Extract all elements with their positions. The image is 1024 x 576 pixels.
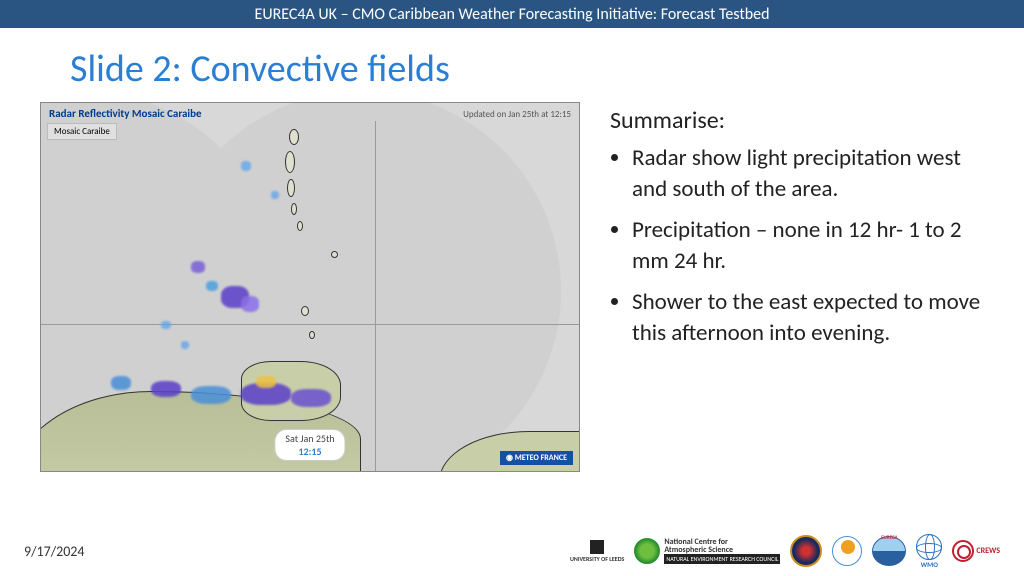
meteo-france-logo: ◉ METEO FRANCE xyxy=(500,451,573,465)
summary-heading: Summarise: xyxy=(610,106,984,135)
island xyxy=(291,203,297,215)
precip-patch xyxy=(206,281,218,291)
logo-eureca xyxy=(872,536,906,566)
logo-strip: UNIVERSITY OF LEEDS National Centre for … xyxy=(570,534,1000,569)
wmo-globe-icon xyxy=(916,534,942,560)
timestamp-date: Sat Jan 25th xyxy=(285,432,334,445)
precip-patch xyxy=(191,261,205,273)
crosshair-vertical xyxy=(375,121,376,471)
ncas-icon xyxy=(634,538,660,564)
content-area: Radar Reflectivity Mosaic Caraibe Mosaic… xyxy=(0,102,1024,472)
radar-timestamp: Sat Jan 25th 12:15 xyxy=(274,429,345,461)
logo-leeds: UNIVERSITY OF LEEDS xyxy=(570,540,624,563)
header-bar: EUREC4A UK – CMO Caribbean Weather Forec… xyxy=(0,0,1024,28)
logo-cmo xyxy=(790,535,822,567)
slide-title: Slide 2: Convective fields xyxy=(0,28,1024,102)
precip-patch xyxy=(241,161,251,171)
precip-patch xyxy=(191,386,231,404)
radar-title: Radar Reflectivity Mosaic Caraibe xyxy=(49,107,202,120)
logo-ncas: National Centre for Atmospheric Science … xyxy=(634,538,780,564)
logo-crews: CREWS xyxy=(952,540,1000,562)
precip-patch xyxy=(111,376,131,390)
footer-date: 9/17/2024 xyxy=(24,543,84,560)
radar-panel: Radar Reflectivity Mosaic Caraibe Mosaic… xyxy=(40,102,580,472)
summary-bullet: Shower to the east expected to move this… xyxy=(632,287,984,349)
header-text: EUREC4A UK – CMO Caribbean Weather Forec… xyxy=(255,5,770,24)
precip-patch xyxy=(161,321,171,329)
precip-patch xyxy=(241,296,259,312)
island xyxy=(331,251,338,258)
island xyxy=(289,129,299,145)
logo-wmo: WMO xyxy=(916,534,942,569)
summary-panel: Summarise: Radar show light precipitatio… xyxy=(610,102,984,472)
summary-bullet: Precipitation – none in 12 hr- 1 to 2 mm… xyxy=(632,215,984,277)
crosshair-horizontal xyxy=(41,324,579,325)
island xyxy=(301,306,309,316)
summary-bullet: Radar show light precipitation west and … xyxy=(632,143,984,205)
island xyxy=(287,179,295,197)
island xyxy=(297,221,303,231)
precip-patch xyxy=(151,381,181,397)
radar-updated: Updated on Jan 25th at 12:15 xyxy=(463,109,571,120)
precip-patch xyxy=(291,389,331,407)
radar-sublabel: Mosaic Caraibe xyxy=(47,123,117,140)
precip-patch xyxy=(271,191,279,199)
summary-list: Radar show light precipitation west and … xyxy=(610,143,984,349)
ncas-text: National Centre for Atmospheric Science … xyxy=(664,538,780,564)
island xyxy=(285,151,295,173)
footer: 9/17/2024 UNIVERSITY OF LEEDS National C… xyxy=(0,526,1024,576)
island xyxy=(309,331,315,339)
timestamp-time: 12:15 xyxy=(285,445,334,458)
precip-patch xyxy=(256,376,276,388)
leeds-label: UNIVERSITY OF LEEDS xyxy=(570,555,624,563)
logo-cimh xyxy=(832,536,862,566)
leeds-icon xyxy=(590,540,604,554)
crews-icon xyxy=(952,540,974,562)
radar-map: Sat Jan 25th 12:15 ◉ METEO FRANCE xyxy=(41,121,579,471)
precip-patch xyxy=(181,341,189,349)
